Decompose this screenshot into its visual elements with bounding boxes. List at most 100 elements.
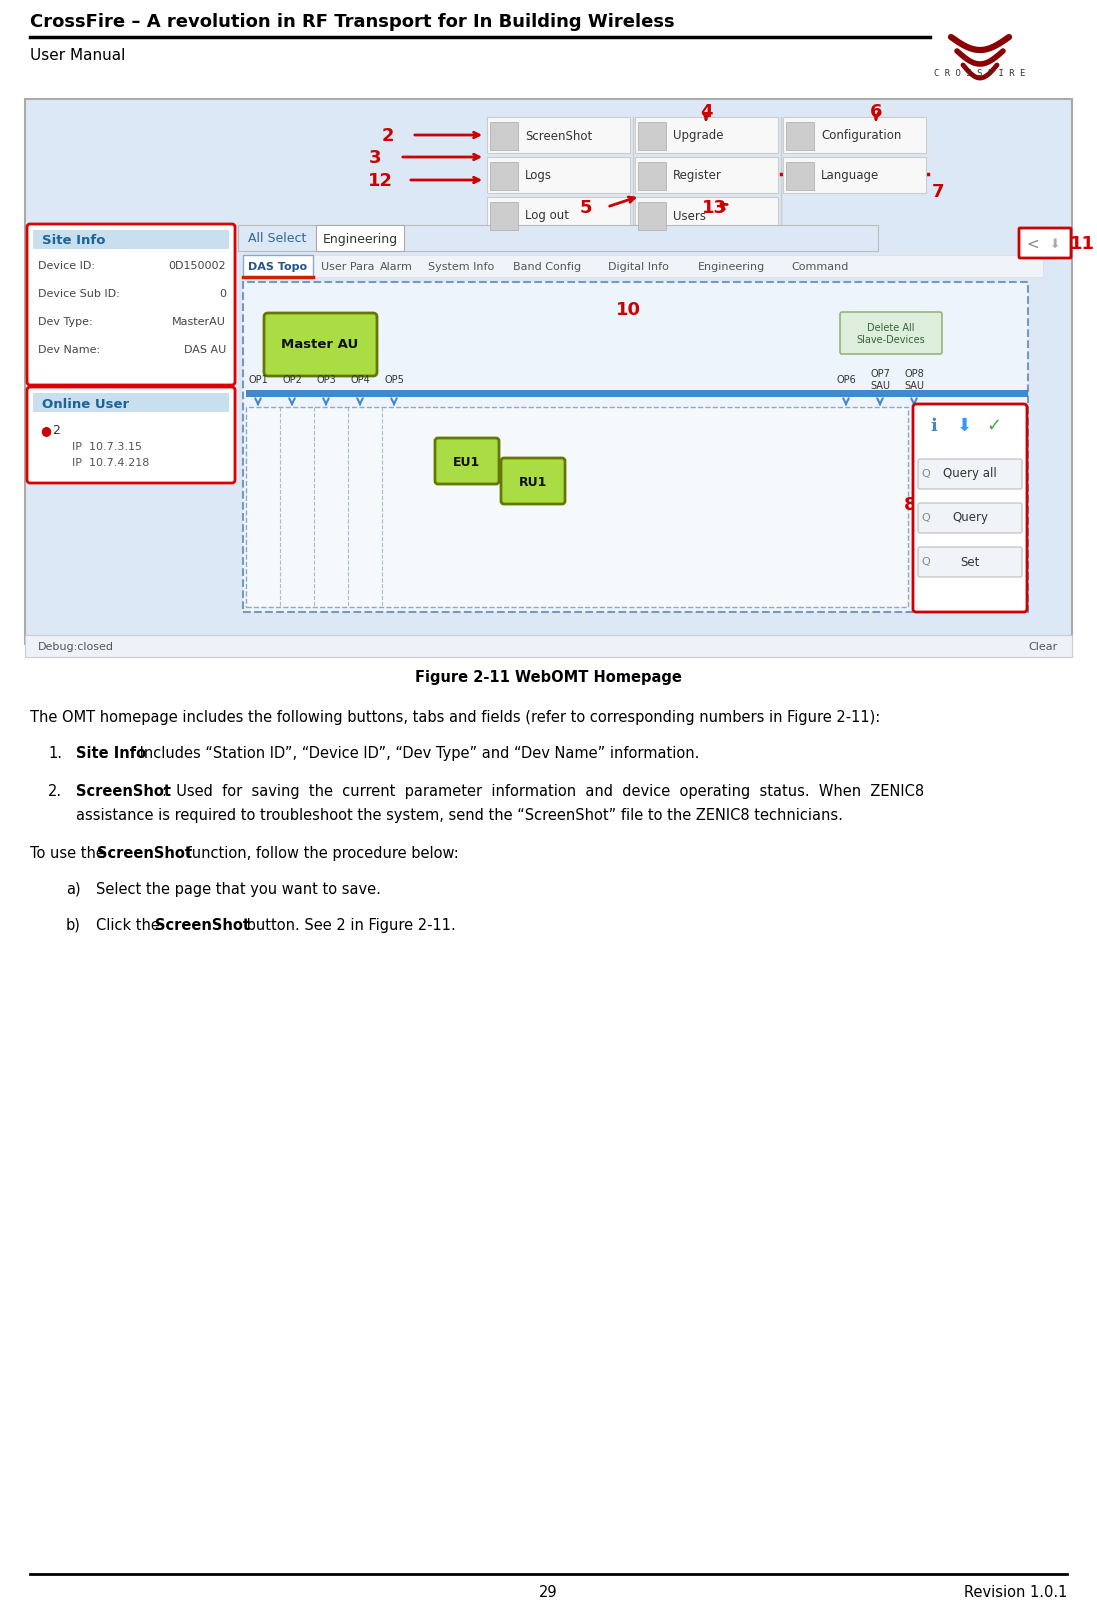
Text: Debug:closed: Debug:closed bbox=[38, 641, 114, 651]
Text: Digital Info: Digital Info bbox=[608, 262, 669, 272]
FancyBboxPatch shape bbox=[913, 405, 1027, 612]
Bar bbox=[238, 227, 878, 252]
Bar bbox=[638, 122, 666, 151]
Text: IP  10.7.3.15: IP 10.7.3.15 bbox=[72, 442, 142, 452]
Bar bbox=[244, 256, 1043, 278]
Bar bbox=[783, 157, 926, 194]
Text: Alarm: Alarm bbox=[380, 262, 412, 272]
Text: 2: 2 bbox=[382, 127, 394, 145]
Text: User Manual: User Manual bbox=[30, 48, 125, 63]
Text: assistance is required to troubleshoot the system, send the “ScreenShot” file to: assistance is required to troubleshoot t… bbox=[76, 807, 842, 823]
Text: ⬇: ⬇ bbox=[1050, 238, 1060, 251]
Text: 29: 29 bbox=[539, 1585, 557, 1599]
Bar bbox=[316, 227, 404, 252]
Text: Register: Register bbox=[672, 169, 722, 182]
Text: Device ID:: Device ID: bbox=[38, 260, 95, 272]
Text: OP8
SAU: OP8 SAU bbox=[904, 370, 924, 391]
Text: OP1: OP1 bbox=[248, 374, 268, 384]
Text: The OMT homepage includes the following buttons, tabs and fields (refer to corre: The OMT homepage includes the following … bbox=[30, 710, 880, 725]
Text: All Select: All Select bbox=[248, 233, 306, 246]
Bar bbox=[246, 391, 1028, 399]
Text: b): b) bbox=[66, 918, 81, 932]
Text: Dev Name:: Dev Name: bbox=[38, 346, 100, 355]
Text: ●: ● bbox=[39, 424, 50, 437]
FancyBboxPatch shape bbox=[436, 439, 499, 485]
Text: User Para: User Para bbox=[321, 262, 374, 272]
Text: ⬇: ⬇ bbox=[957, 416, 972, 435]
Text: 2.: 2. bbox=[48, 784, 63, 799]
Text: EU1: EU1 bbox=[453, 455, 480, 468]
Text: 6: 6 bbox=[870, 103, 882, 121]
Text: 0D150002: 0D150002 bbox=[168, 260, 226, 272]
Text: Select the page that you want to save.: Select the page that you want to save. bbox=[97, 882, 381, 897]
Text: IP  10.7.4.218: IP 10.7.4.218 bbox=[72, 458, 149, 468]
Bar bbox=[635, 157, 778, 194]
Bar bbox=[785, 162, 814, 191]
Text: ScreenShot: ScreenShot bbox=[76, 784, 171, 799]
Text: Configuration: Configuration bbox=[821, 130, 902, 143]
Bar bbox=[25, 100, 1072, 644]
Text: DAS Topo: DAS Topo bbox=[248, 262, 307, 272]
Text: Q: Q bbox=[921, 556, 930, 567]
Bar bbox=[638, 162, 666, 191]
Text: 2: 2 bbox=[52, 424, 60, 437]
Text: Device Sub ID:: Device Sub ID: bbox=[38, 289, 120, 299]
Text: 11: 11 bbox=[1070, 235, 1095, 252]
Text: Logs: Logs bbox=[525, 169, 552, 182]
Bar bbox=[487, 157, 630, 194]
Text: Command: Command bbox=[791, 262, 848, 272]
Text: OP2: OP2 bbox=[282, 374, 302, 384]
Text: C R O S S F I R E: C R O S S F I R E bbox=[935, 69, 1026, 79]
FancyBboxPatch shape bbox=[501, 458, 565, 505]
Text: 10: 10 bbox=[615, 301, 641, 318]
Bar bbox=[490, 122, 518, 151]
Text: 1: 1 bbox=[210, 231, 223, 249]
Text: Site Info: Site Info bbox=[76, 746, 146, 760]
Text: Revision 1.0.1: Revision 1.0.1 bbox=[963, 1585, 1067, 1599]
Bar bbox=[25, 636, 1072, 657]
Text: 0: 0 bbox=[219, 289, 226, 299]
FancyBboxPatch shape bbox=[918, 503, 1022, 534]
Text: <: < bbox=[1027, 236, 1039, 251]
Text: Dev Type:: Dev Type: bbox=[38, 317, 92, 326]
Bar bbox=[244, 256, 313, 278]
Text: ScreenShot: ScreenShot bbox=[155, 918, 250, 932]
Text: Engineering: Engineering bbox=[323, 233, 397, 246]
Text: OP6: OP6 bbox=[836, 374, 856, 384]
Text: 13: 13 bbox=[701, 199, 726, 217]
FancyBboxPatch shape bbox=[264, 313, 377, 376]
Text: OP3: OP3 bbox=[316, 374, 336, 384]
Text: CrossFire – A revolution in RF Transport for In Building Wireless: CrossFire – A revolution in RF Transport… bbox=[30, 13, 675, 31]
Text: 8: 8 bbox=[904, 495, 916, 514]
Text: MasterAU: MasterAU bbox=[172, 317, 226, 326]
Text: button. See 2 in Figure 2-11.: button. See 2 in Figure 2-11. bbox=[242, 918, 455, 932]
FancyBboxPatch shape bbox=[840, 313, 942, 355]
Text: Clear: Clear bbox=[1029, 641, 1058, 651]
Text: ScreenShot: ScreenShot bbox=[97, 845, 192, 860]
Bar bbox=[487, 198, 630, 235]
Text: Log out: Log out bbox=[525, 209, 569, 222]
Text: 9: 9 bbox=[210, 395, 223, 413]
Bar bbox=[33, 394, 229, 413]
Bar bbox=[635, 117, 778, 154]
Text: Click the: Click the bbox=[97, 918, 165, 932]
Text: 3: 3 bbox=[369, 149, 382, 167]
Text: OP5: OP5 bbox=[384, 374, 404, 384]
Text: Users: Users bbox=[672, 209, 706, 222]
Text: ScreenShot: ScreenShot bbox=[525, 130, 592, 143]
Text: Language: Language bbox=[821, 169, 880, 182]
Bar bbox=[783, 117, 926, 154]
Text: To use the: To use the bbox=[30, 845, 110, 860]
Text: function, follow the procedure below:: function, follow the procedure below: bbox=[182, 845, 459, 860]
Bar bbox=[246, 408, 908, 607]
Text: ✓: ✓ bbox=[986, 416, 1002, 435]
Bar bbox=[635, 198, 778, 235]
Text: a): a) bbox=[66, 882, 80, 897]
Text: Q: Q bbox=[921, 469, 930, 479]
Bar bbox=[33, 231, 229, 249]
FancyBboxPatch shape bbox=[1019, 228, 1071, 259]
Text: Upgrade: Upgrade bbox=[672, 130, 724, 143]
Text: OP4: OP4 bbox=[350, 374, 370, 384]
Text: : Includes “Station ID”, “Device ID”, “Dev Type” and “Dev Name” information.: : Includes “Station ID”, “Device ID”, “D… bbox=[131, 746, 700, 760]
Text: ℹ: ℹ bbox=[930, 416, 938, 435]
